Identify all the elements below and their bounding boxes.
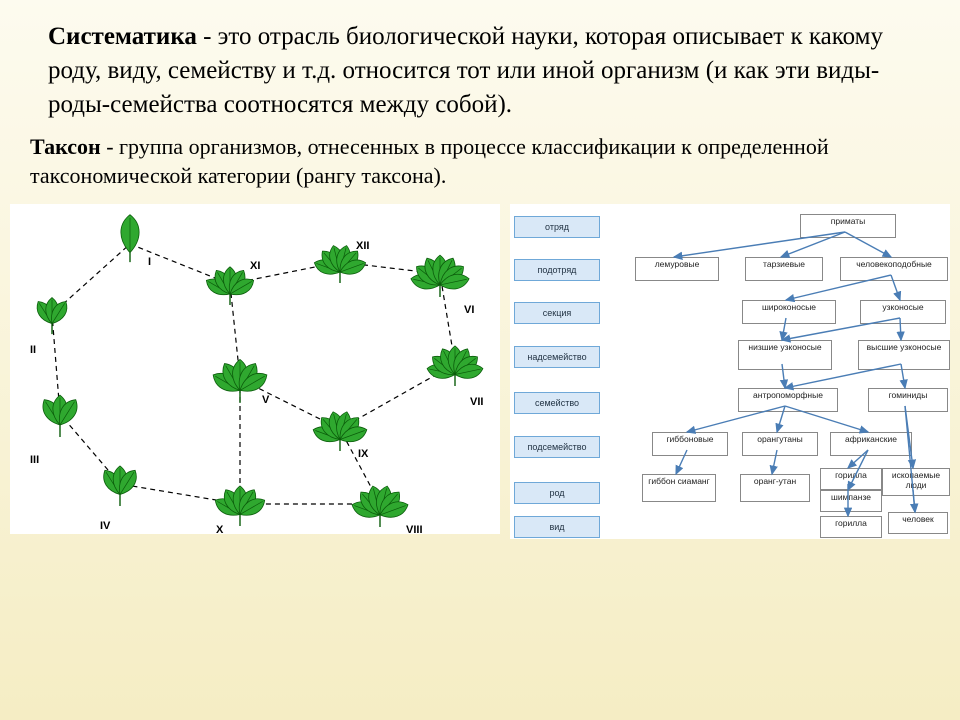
taxon-node-lownar: низшие узконосые xyxy=(738,340,832,370)
definition-systematics: Систематика - это отрасль биологической … xyxy=(0,0,960,129)
leaf-morphology-figure: IIIIIIIVVVIVIIVIIIIXXXIXII xyxy=(10,204,500,534)
taxon-node-homin: гоминиды xyxy=(868,388,948,412)
leaf-label-ix: IX xyxy=(358,448,368,460)
def-taxon-text: - группа организмов, отнесенных в процес… xyxy=(30,134,829,188)
leaf-label-xi: XI xyxy=(250,260,260,272)
leaf-label-ii: II xyxy=(30,344,36,356)
leaf-i xyxy=(94,208,166,280)
leaf-label-x: X xyxy=(216,524,223,536)
definition-taxon: Таксон - группа организмов, отнесенных в… xyxy=(0,129,960,198)
term-taxon: Таксон xyxy=(30,134,101,159)
taxon-node-fossil: ископаемые люди xyxy=(882,468,950,496)
leaf-label-xii: XII xyxy=(356,240,369,252)
leaf-label-v: V xyxy=(262,394,269,406)
leaf-xii xyxy=(298,221,382,305)
taxon-node-anthro: человекоподобные xyxy=(840,257,948,281)
leaf-ix xyxy=(296,386,383,473)
taxon-node-gibbon: гиббоновые xyxy=(652,432,728,456)
rank-вид: вид xyxy=(514,516,600,538)
rank-надсемейство: надсемейство xyxy=(514,346,600,368)
leaf-x xyxy=(196,461,283,548)
taxon-node-afr: африканские xyxy=(830,432,912,456)
taxon-node-lemur: лемуровые xyxy=(635,257,719,281)
leaf-v xyxy=(193,332,288,427)
taxon-node-oru: оранг-утан xyxy=(740,474,810,502)
taxon-node-tarsi: тарзиевые xyxy=(745,257,823,281)
taxon-node-narrow: узконосые xyxy=(860,300,946,324)
taxon-node-gors: горилла xyxy=(820,516,882,538)
leaf-ii xyxy=(12,275,92,355)
rank-отряд: отряд xyxy=(514,216,600,238)
taxon-node-sia: гиббон сиаманг xyxy=(642,474,716,502)
leaf-label-i: I xyxy=(148,256,151,268)
figures-row: IIIIIIIVVVIVIIVIIIIXXXIXII отрядподотряд… xyxy=(0,198,960,539)
taxon-node-orang: орангутаны xyxy=(742,432,818,456)
taxon-node-gor: горилла xyxy=(820,468,882,490)
rank-секция: секция xyxy=(514,302,600,324)
taxon-node-anthr2: антропоморфные xyxy=(738,388,838,412)
taxon-node-chimp: шимпанзе xyxy=(820,490,882,512)
term-systematics: Систематика xyxy=(48,23,197,50)
taxon-node-wide: широконосые xyxy=(742,300,836,324)
leaf-label-vii: VII xyxy=(470,396,483,408)
rank-подотряд: подотряд xyxy=(514,259,600,281)
taxon-node-highnar: высшие узконосые xyxy=(858,340,950,370)
leaf-vii xyxy=(411,321,498,408)
leaf-label-iii: III xyxy=(30,454,39,466)
leaf-label-iv: IV xyxy=(100,520,110,532)
primate-taxonomy-figure: отряд подотряд секция надсемейство семейство… xyxy=(510,204,950,539)
leaf-xi xyxy=(188,243,272,327)
rank-род: род xyxy=(514,482,600,504)
rank-семейство: семейство xyxy=(514,392,600,414)
taxon-node-homo: человек xyxy=(888,512,948,534)
taxon-node-primaty: приматы xyxy=(800,214,896,238)
rank-подсемейство: подсемейство xyxy=(514,436,600,458)
leaf-label-viii: VIII xyxy=(406,524,423,536)
leaf-label-vi: VI xyxy=(464,304,474,316)
leaf-iv xyxy=(76,441,163,528)
